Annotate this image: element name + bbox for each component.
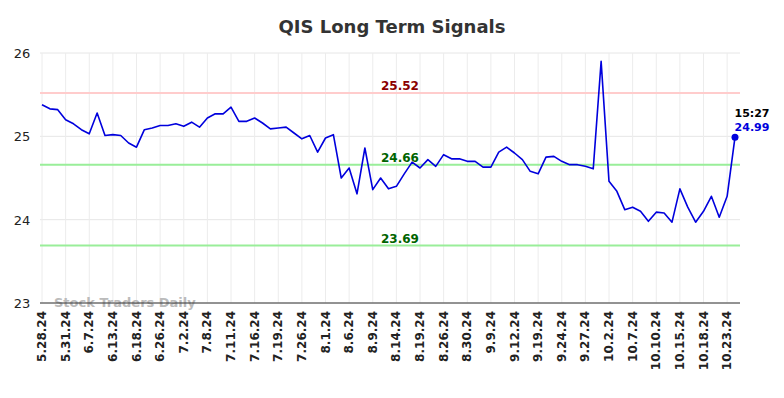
x-tick-label: 8.1.24 <box>319 311 333 354</box>
x-tick-label: 7.16.24 <box>248 311 262 362</box>
grid-line-x <box>703 53 704 303</box>
x-tick-label: 10.23.24 <box>720 311 734 370</box>
x-tick-label: 9.9.24 <box>484 311 498 354</box>
x-tick-label: 9.12.24 <box>508 311 522 362</box>
x-tick-label: 5.28.24 <box>35 311 49 362</box>
grid-line-x <box>207 53 208 303</box>
x-tick-label: 7.8.24 <box>200 311 214 354</box>
last-time: 15:27 <box>734 107 769 120</box>
x-tick-label: 8.6.24 <box>342 311 356 354</box>
series-line <box>42 61 735 222</box>
grid-line-x <box>136 53 137 303</box>
x-tick-label: 8.19.24 <box>413 311 427 362</box>
grid-line-x <box>467 53 468 303</box>
grid-line-x <box>231 53 232 303</box>
grid-line-x <box>372 53 373 303</box>
grid-line-x <box>349 53 350 303</box>
grid-line-x <box>727 53 728 303</box>
title: QIS Long Term Signals <box>279 16 506 37</box>
x-tick-label: 10.18.24 <box>697 311 711 370</box>
x-tick-label: 8.26.24 <box>437 311 451 362</box>
x-tick-label: 5.31.24 <box>59 311 73 362</box>
y-tick-label: 25 <box>14 129 31 144</box>
x-tick-label: 8.14.24 <box>389 311 403 362</box>
plot-area <box>42 61 739 222</box>
grid-line-x <box>585 53 586 303</box>
grid-line-x <box>42 53 43 303</box>
x-tick-label: 7.19.24 <box>271 311 285 362</box>
y-tick-label: 26 <box>14 46 31 61</box>
grid-line <box>40 136 740 137</box>
grid-line-x <box>254 53 255 303</box>
x-tick-label: 6.26.24 <box>153 311 167 362</box>
last-value: 24.99 <box>735 121 770 134</box>
grid-line-x <box>112 53 113 303</box>
x-tick-label: 8.9.24 <box>366 311 380 354</box>
grid-line-x <box>679 53 680 303</box>
grid-line-x <box>443 53 444 303</box>
grid-line-x <box>514 53 515 303</box>
x-tick-label: 10.15.24 <box>673 311 687 370</box>
x-tick-label: 9.27.24 <box>578 311 592 362</box>
x-tick-label: 7.11.24 <box>224 311 238 362</box>
x-tick-label: 7.2.24 <box>177 311 191 354</box>
x-tick-label: 9.24.24 <box>555 311 569 362</box>
grid-line <box>40 53 740 54</box>
grid-line-x <box>490 53 491 303</box>
reference-label: 23.69 <box>381 232 419 246</box>
x-tick-label: 7.26.24 <box>295 311 309 362</box>
grid-line-x <box>420 53 421 303</box>
grid-line-x <box>561 53 562 303</box>
grid-line-x <box>160 53 161 303</box>
x-axis <box>40 303 740 304</box>
grid-line-x <box>301 53 302 303</box>
x-tick-label: 6.18.24 <box>130 311 144 362</box>
x-tick-label: 9.19.24 <box>531 311 545 362</box>
grid-line-x <box>538 53 539 303</box>
x-tick-label: 10.10.24 <box>649 311 663 370</box>
grid-line <box>40 219 740 220</box>
x-tick-label: 6.7.24 <box>82 311 96 354</box>
chart: QIS Long Term Signals23242526Stock Trade… <box>0 0 784 398</box>
grid-line-x <box>65 53 66 303</box>
grid-line-x <box>325 53 326 303</box>
x-tick-label: 10.7.24 <box>626 311 640 362</box>
last-point <box>732 134 739 141</box>
y-tick-label: 23 <box>14 296 31 311</box>
x-tick-label: 6.13.24 <box>106 311 120 362</box>
grid-line-x <box>278 53 279 303</box>
grid-line-x <box>656 53 657 303</box>
grid-line-x <box>183 53 184 303</box>
x-tick-label: 8.30.24 <box>460 311 474 362</box>
grid-line-x <box>89 53 90 303</box>
y-tick-label: 24 <box>14 213 31 228</box>
grid-line-x <box>632 53 633 303</box>
reference-label: 25.52 <box>381 79 419 93</box>
grid-line <box>40 303 740 304</box>
x-tick-label: 10.2.24 <box>602 311 616 362</box>
